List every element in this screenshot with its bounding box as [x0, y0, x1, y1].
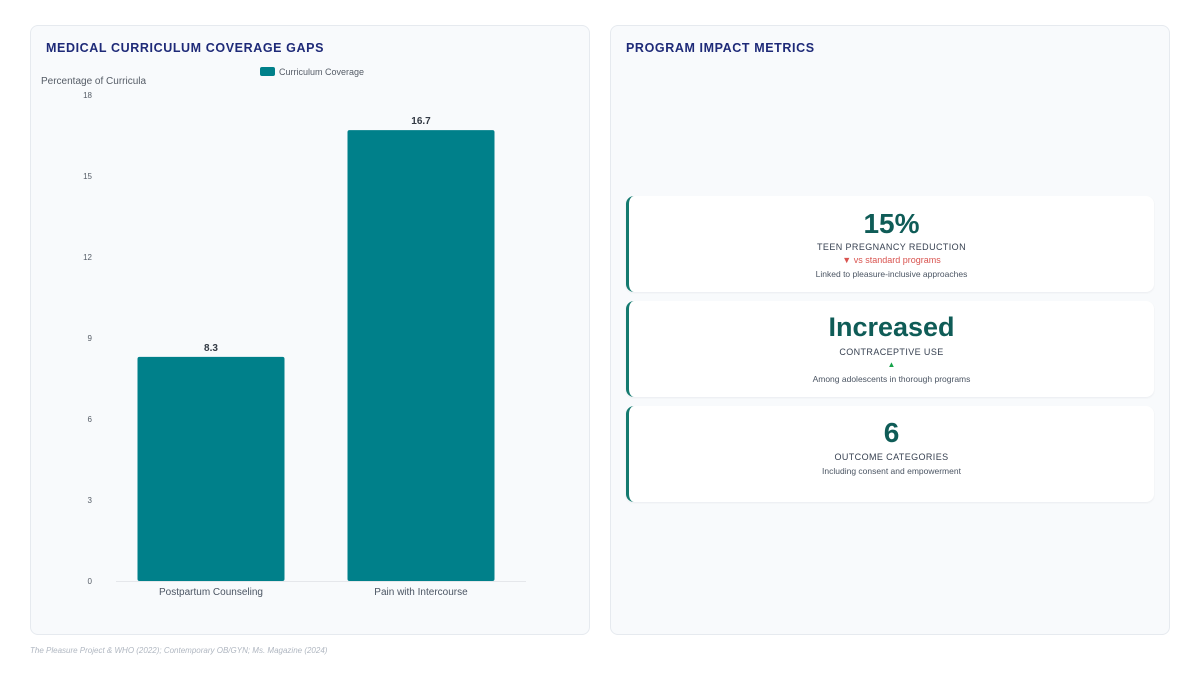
metric-card-contraceptive-use: Increased CONTRACEPTIVE USE ▲ Among adol…: [626, 301, 1154, 397]
trend-down-icon: ▼: [842, 255, 852, 265]
metric-trend-text: vs standard programs: [853, 255, 941, 265]
metric-cards: 15% TEEN PREGNANCY REDUCTION ▼ vs standa…: [626, 196, 1154, 511]
trend-up-icon: ▲: [887, 360, 896, 369]
y-tick-label: 0: [88, 577, 93, 586]
metric-trend: ▼ vs standard programs: [629, 255, 1154, 265]
y-tick-label: 9: [88, 334, 93, 343]
y-tick-label: 3: [88, 496, 93, 505]
y-axis-title: Percentage of Curricula: [41, 76, 146, 87]
legend-label: Curriculum Coverage: [279, 67, 364, 77]
bar-value-label: 8.3: [204, 343, 218, 354]
metric-label: TEEN PREGNANCY REDUCTION: [817, 242, 966, 252]
impact-metrics-panel: PROGRAM IMPACT METRICS 15% TEEN PREGNANC…: [610, 25, 1170, 635]
y-tick-label: 15: [83, 172, 92, 181]
source-footnote: The Pleasure Project & WHO (2022); Conte…: [30, 646, 328, 655]
y-tick-label: 6: [88, 415, 93, 424]
metric-value: Increased: [828, 312, 955, 342]
metric-value: 15%: [863, 208, 920, 239]
x-category-label: Postpartum Counseling: [159, 587, 263, 598]
metric-value: 6: [883, 417, 900, 448]
metric-label: CONTRACEPTIVE USE: [839, 347, 944, 357]
metric-note: Among adolescents in thorough programs: [812, 374, 971, 384]
bar-2: [347, 130, 495, 581]
coverage-gaps-panel: MEDICAL CURRICULUM COVERAGE GAPS Percent…: [30, 25, 590, 635]
metric-card-teen-pregnancy: 15% TEEN PREGNANCY REDUCTION ▼ vs standa…: [626, 196, 1154, 292]
coverage-gaps-title: MEDICAL CURRICULUM COVERAGE GAPS: [46, 41, 325, 55]
x-category-label: Pain with Intercourse: [374, 587, 468, 598]
metric-trend: ▲: [629, 360, 1154, 369]
metric-note: Linked to pleasure-inclusive approaches: [815, 269, 968, 279]
y-tick-label: 18: [83, 91, 92, 100]
coverage-bar-chart: Percentage of Curricula Curriculum Covera…: [41, 67, 526, 598]
metric-card-outcome-categories: 6 OUTCOME CATEGORIES Including consent a…: [626, 406, 1154, 502]
metric-label: OUTCOME CATEGORIES: [834, 452, 949, 462]
metric-note: Including consent and empowerment: [822, 466, 961, 476]
bar-value-label: 16.7: [411, 116, 431, 127]
y-tick-label: 12: [83, 253, 92, 262]
bar-1: [137, 356, 285, 581]
impact-metrics-title: PROGRAM IMPACT METRICS: [626, 41, 815, 55]
legend-swatch: [260, 67, 275, 76]
